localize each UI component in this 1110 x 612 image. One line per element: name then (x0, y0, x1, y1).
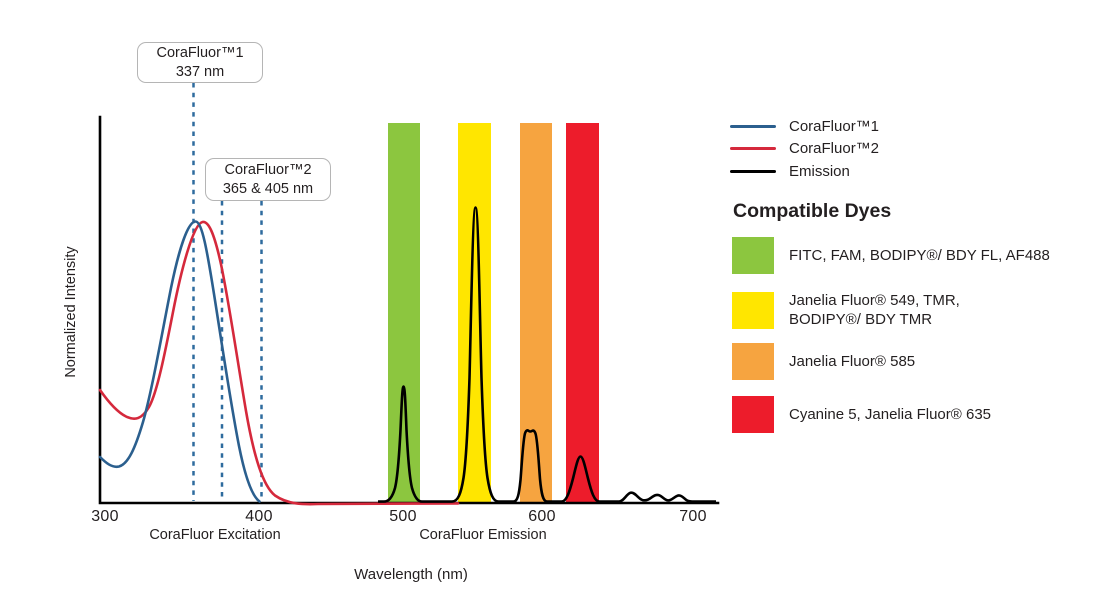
callout-value: 365 & 405 nm (222, 180, 314, 197)
dye-row-orange: Janelia Fluor® 585 (732, 343, 915, 380)
legend-label: CoraFluor™2 (789, 140, 880, 157)
legend-item-corafluor2: CoraFluor™2 (730, 140, 879, 157)
filter-band-yellow (458, 123, 491, 502)
excitation-emission-chart (98, 83, 720, 506)
x-axis-label: Wavelength (nm) (354, 566, 468, 583)
legend-swatch-emission (730, 169, 776, 174)
dye-row-red: Cyanine 5, Janelia Fluor® 635 (732, 396, 991, 433)
dye-label: Cyanine 5, Janelia Fluor® 635 (789, 406, 992, 423)
dye-swatch-yellow (732, 291, 774, 329)
axes (98, 115, 720, 505)
dye-swatch-green (732, 237, 774, 274)
callout-corafluor2-365-405nm: CoraFluor™2 365 & 405 nm (205, 158, 331, 201)
compatible-dyes-heading: Compatible Dyes (733, 200, 892, 222)
dye-label: FITC, FAM, BODIPY®/ BDY FL, AF488 (789, 247, 1050, 264)
dye-swatch-red (732, 396, 774, 433)
legend-swatch-corafluor2 (730, 146, 776, 151)
legend-label: CoraFluor™1 (789, 118, 880, 135)
dye-label: Janelia Fluor® 585 (789, 353, 916, 370)
emission-curve (378, 206, 716, 503)
dye-row-green: FITC, FAM, BODIPY®/ BDY FL, AF488 (732, 237, 1050, 274)
x-tick-300: 300 (91, 508, 119, 525)
legend-item-emission: Emission (730, 163, 850, 180)
filter-band-green (388, 123, 420, 502)
x-tick-400: 400 (245, 508, 273, 525)
callout-title: CoraFluor™2 (224, 162, 312, 178)
dye-swatch-orange (732, 343, 774, 380)
callout-value: 337 nm (175, 63, 225, 80)
filter-band-red (566, 123, 599, 502)
callout-corafluor1-337nm: CoraFluor™1 337 nm (137, 42, 263, 83)
section-label-emission: CoraFluor Emission (419, 527, 547, 543)
corafluor1-excitation-curve (98, 220, 261, 503)
callout-title: CoraFluor™1 (156, 45, 244, 61)
dye-row-yellow: Janelia Fluor® 549, TMR, BODIPY®/ BDY TM… (732, 291, 960, 329)
dye-label: Janelia Fluor® 549, TMR, BODIPY®/ BDY TM… (789, 292, 960, 328)
section-label-excitation: CoraFluor Excitation (149, 527, 281, 543)
x-tick-600: 600 (528, 508, 556, 525)
x-tick-500: 500 (389, 508, 417, 525)
legend-swatch-corafluor1 (730, 124, 776, 129)
legend-item-corafluor1: CoraFluor™1 (730, 118, 879, 135)
x-tick-700: 700 (679, 508, 707, 525)
legend-label: Emission (789, 163, 850, 180)
y-axis-label: Normalized Intensity (63, 246, 79, 378)
